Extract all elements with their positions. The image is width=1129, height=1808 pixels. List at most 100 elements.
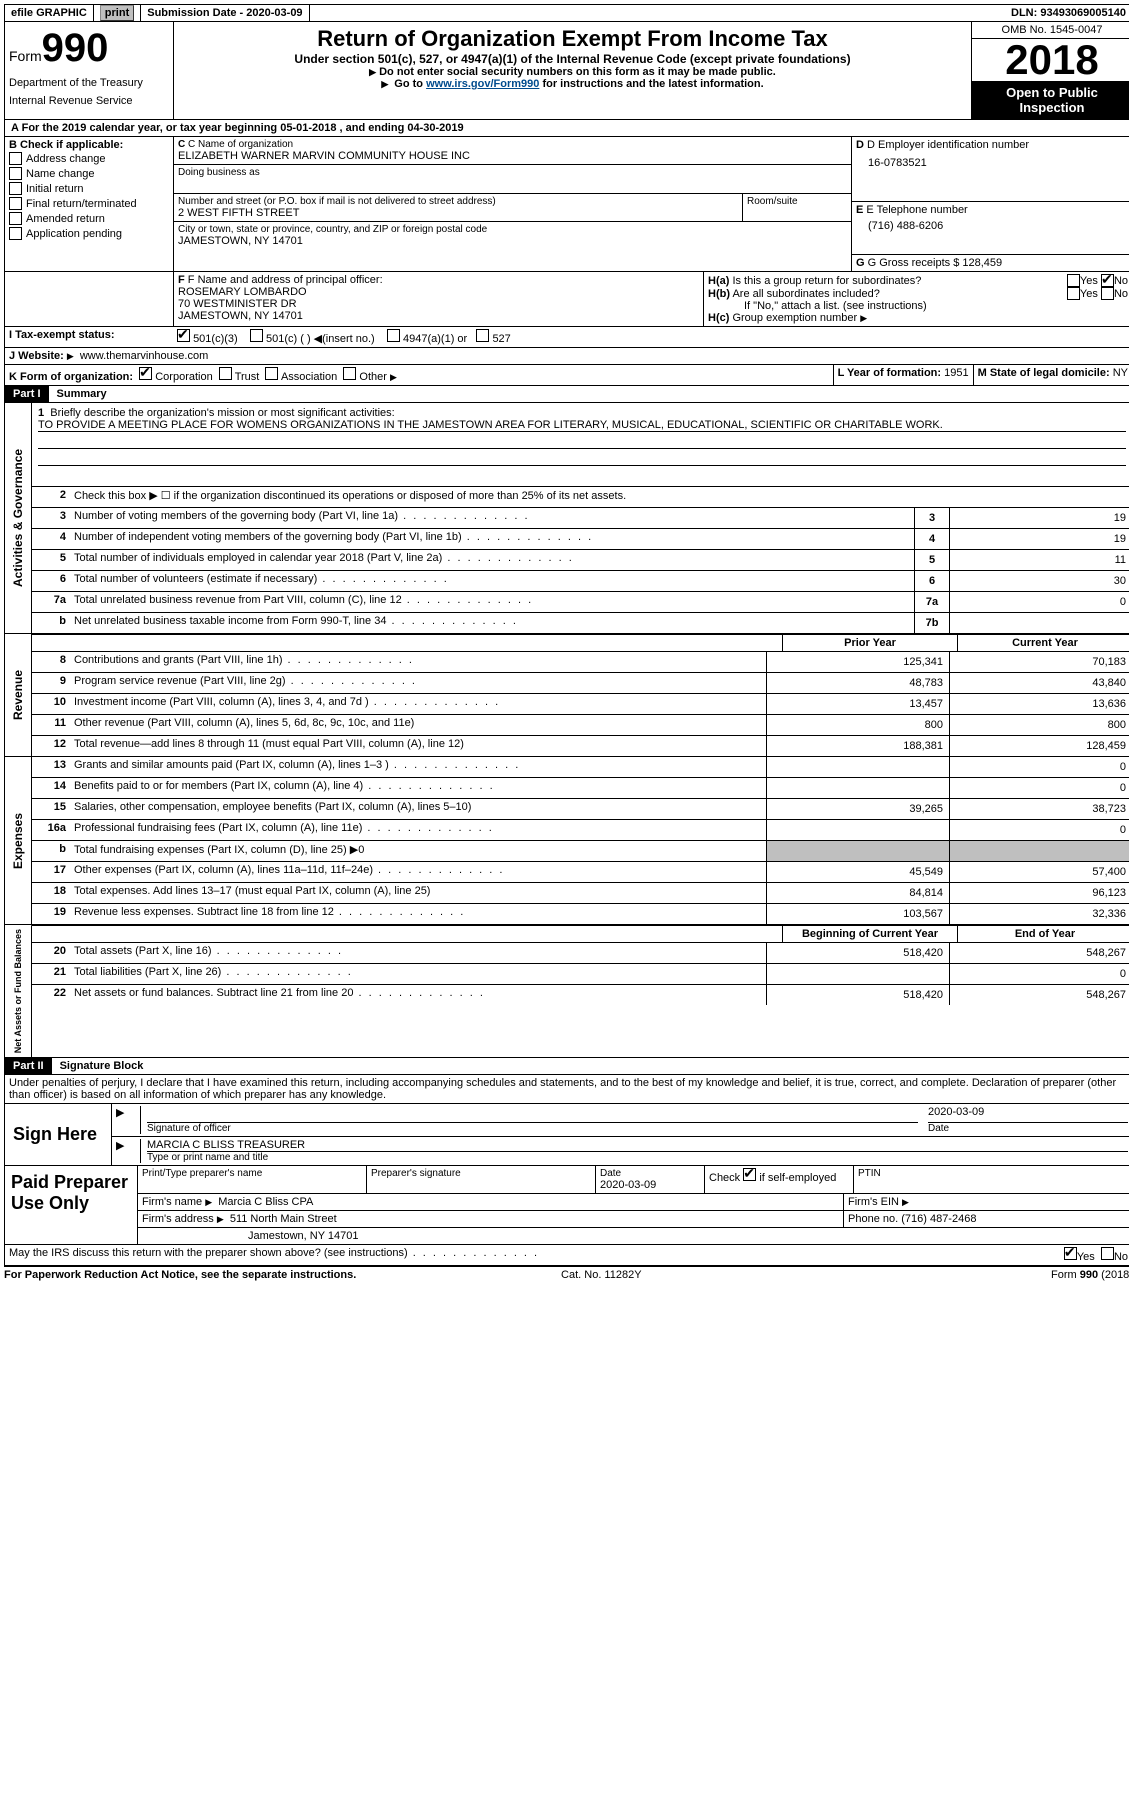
officer-label: F Name and address of principal officer: [188, 274, 383, 286]
arrow-icon [381, 78, 391, 90]
firm-phone-value: (716) 487-2468 [901, 1213, 976, 1225]
line11-label: Other revenue (Part VIII, column (A), li… [70, 715, 766, 735]
checkbox-discuss-yes[interactable] [1064, 1247, 1077, 1260]
dept-treasury: Department of the Treasury [9, 77, 169, 89]
label-no: No [1114, 288, 1128, 300]
line4-label: Number of independent voting members of … [70, 529, 914, 549]
part-ii-header: Part II Signature Block [4, 1058, 1129, 1075]
line16a-label: Professional fundraising fees (Part IX, … [70, 820, 766, 840]
checkbox-initial-return[interactable] [9, 182, 22, 195]
col-eoy: End of Year [957, 926, 1129, 942]
checkbox-final-return[interactable] [9, 197, 22, 210]
line21-label: Total liabilities (Part X, line 26) [70, 964, 766, 984]
submission-date-value: 2020-03-09 [246, 7, 302, 19]
form-title: Return of Organization Exempt From Incom… [184, 26, 961, 52]
addr-label: Number and street (or P.O. box if mail i… [178, 196, 738, 207]
footer-form: 990 [1080, 1269, 1098, 1281]
website-url: www.themarvinhouse.com [80, 350, 208, 362]
summary-governance: Activities & Governance 1 Briefly descri… [4, 403, 1129, 634]
efile-label: efile GRAPHIC [5, 5, 94, 21]
part-i-label: Part I [5, 386, 49, 402]
label-527: 527 [492, 333, 510, 345]
year-box: OMB No. 1545-0047 2018 Open to Public In… [972, 22, 1129, 119]
form-number: 990 [42, 26, 109, 70]
checkbox-corp[interactable] [139, 367, 152, 380]
section-netassets-label: Net Assets or Fund Balances [5, 925, 32, 1057]
arrow-icon [860, 312, 870, 324]
paid-preparer-block: Paid Preparer Use Only Print/Type prepar… [4, 1166, 1129, 1245]
line17-current: 57,400 [949, 862, 1129, 882]
line16a-prior [766, 820, 949, 840]
checkbox-amended-return[interactable] [9, 212, 22, 225]
box-j: J Website: www.themarvinhouse.com [4, 348, 1129, 365]
sign-here-block: Sign Here ▶ Signature of officer 2020-03… [4, 1104, 1129, 1166]
box-c: C C Name of organization ELIZABETH WARNE… [174, 137, 851, 271]
firm-name-value: Marcia C Bliss CPA [218, 1196, 313, 1208]
sig-date-value: 2020-03-09 [928, 1106, 1128, 1123]
line3-label: Number of voting members of the governin… [70, 508, 914, 528]
line1-label: Briefly describe the organization's miss… [50, 407, 394, 419]
box-b-heading: B Check if applicable: [9, 139, 169, 151]
dln-value: 93493069005140 [1040, 7, 1126, 19]
line19-label: Revenue less expenses. Subtract line 18 … [70, 904, 766, 924]
part-i-title: Summary [49, 386, 115, 402]
checkbox-name-change[interactable] [9, 167, 22, 180]
line5-label: Total number of individuals employed in … [70, 550, 914, 570]
room-label: Room/suite [747, 196, 847, 207]
checkbox-application-pending[interactable] [9, 227, 22, 240]
checkbox-self-employed[interactable] [743, 1168, 756, 1181]
year-formation-value: 1951 [944, 367, 968, 379]
summary-expenses: Expenses 13Grants and similar amounts pa… [4, 757, 1129, 925]
officer-name-title: MARCIA C BLISS TREASURER [147, 1139, 1128, 1152]
section-revenue-label: Revenue [5, 634, 32, 756]
check-label: Check [709, 1172, 740, 1184]
discuss-row: May the IRS discuss this return with the… [4, 1245, 1129, 1266]
checkbox-501c3[interactable] [177, 329, 190, 342]
line6-label: Total number of volunteers (estimate if … [70, 571, 914, 591]
label-name-change: Name change [26, 168, 95, 180]
checkbox-ha-no[interactable] [1101, 274, 1114, 287]
spacer [310, 11, 1005, 15]
box-deg: D D Employer identification number 16-07… [851, 137, 1129, 271]
checkbox-hb-yes[interactable] [1067, 287, 1080, 300]
form-header: Form990 Department of the Treasury Inter… [4, 22, 1129, 120]
box-b: B Check if applicable: Address change Na… [5, 137, 174, 271]
box-f: F F Name and address of principal office… [174, 272, 704, 326]
checkbox-4947[interactable] [387, 329, 400, 342]
line18-current: 96,123 [949, 883, 1129, 903]
line20-boy: 518,420 [766, 943, 949, 963]
line7b-label: Net unrelated business taxable income fr… [70, 613, 914, 633]
dln-label: DLN: [1011, 7, 1037, 19]
checkbox-hb-no[interactable] [1101, 287, 1114, 300]
officer-group-block: F F Name and address of principal office… [4, 272, 1129, 327]
col-prior-year: Prior Year [782, 635, 957, 651]
checkbox-527[interactable] [476, 329, 489, 342]
line13-label: Grants and similar amounts paid (Part IX… [70, 757, 766, 777]
label-insert-no: (insert no.) [322, 333, 375, 345]
checkbox-other[interactable] [343, 367, 356, 380]
checkbox-address-change[interactable] [9, 152, 22, 165]
line14-current: 0 [949, 778, 1129, 798]
checkbox-501c[interactable] [250, 329, 263, 342]
checkbox-discuss-no[interactable] [1101, 1247, 1114, 1260]
officer-addr1: 70 WESTMINISTER DR [178, 298, 699, 310]
col-current-year: Current Year [957, 635, 1129, 651]
checkbox-ha-yes[interactable] [1067, 274, 1080, 287]
line19-current: 32,336 [949, 904, 1129, 924]
checkbox-assoc[interactable] [265, 367, 278, 380]
gross-receipts-label: G [856, 257, 865, 269]
line13-prior [766, 757, 949, 777]
form990-link[interactable]: www.irs.gov/Form990 [426, 78, 539, 90]
line21-eoy: 0 [949, 964, 1129, 984]
box-i: I Tax-exempt status: 501(c)(3) 501(c) ( … [4, 327, 1129, 348]
firm-addr2: Jamestown, NY 14701 [138, 1228, 1129, 1244]
line11-current: 800 [949, 715, 1129, 735]
line10-current: 13,636 [949, 694, 1129, 714]
print-button[interactable]: print [100, 5, 134, 21]
label-address-change: Address change [26, 153, 106, 165]
line5-value: 11 [949, 550, 1129, 570]
footer: For Paperwork Reduction Act Notice, see … [4, 1266, 1129, 1281]
line8-prior: 125,341 [766, 652, 949, 672]
part-ii-label: Part II [5, 1058, 52, 1074]
checkbox-trust[interactable] [219, 367, 232, 380]
